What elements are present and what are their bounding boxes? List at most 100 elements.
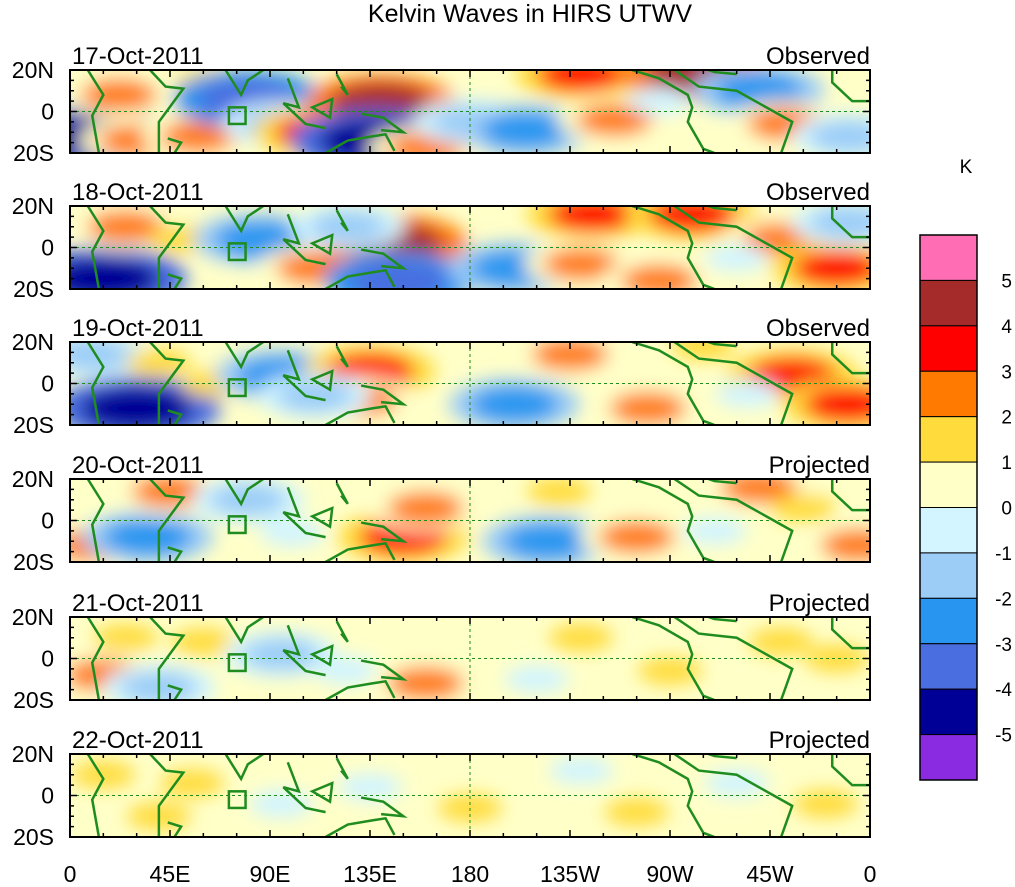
panel-status-label: Projected <box>769 727 870 754</box>
africa-coast <box>86 70 105 153</box>
south-america-north-coast <box>673 754 794 837</box>
lat-tick-label: 20N <box>12 329 54 355</box>
colorbar-swatch <box>919 416 978 463</box>
lat-tick-label: 20S <box>13 687 54 713</box>
americas-west-coast <box>631 342 715 425</box>
madagascar <box>167 137 184 153</box>
colorbar: 5 4 3 2 1 0 -1 -2 -3 -4 -5 K <box>919 157 1012 781</box>
new-guinea <box>360 384 408 406</box>
philippines <box>335 757 349 780</box>
anomaly-blob <box>576 103 653 136</box>
lat-tick-label: 20S <box>13 824 54 850</box>
panel-date-label: 19-Oct-2011 <box>72 315 204 342</box>
colorbar-level-label: 4 <box>1001 317 1012 338</box>
borneo <box>309 506 334 529</box>
anomaly-blob <box>548 206 637 233</box>
caribbean <box>704 206 737 212</box>
anomaly-blob <box>71 760 136 789</box>
borneo <box>309 644 334 667</box>
colorbar-swatch <box>919 234 978 281</box>
india-coast <box>224 70 265 98</box>
new-guinea <box>360 796 408 818</box>
borneo <box>309 97 334 120</box>
colorbar-level-label: 1 <box>1001 453 1012 474</box>
colorbar-swatch <box>919 279 978 327</box>
colorbar-frame <box>919 234 978 781</box>
australia-north <box>324 816 396 837</box>
index-box <box>227 378 247 398</box>
anomaly-blob <box>609 392 686 425</box>
anomaly-blob <box>714 72 803 109</box>
colorbar-level-label: -4 <box>995 680 1012 701</box>
philippines <box>335 482 349 505</box>
anomaly-blob <box>626 87 691 116</box>
anomaly-blob <box>803 386 870 423</box>
india-coast <box>224 206 265 234</box>
anomaly-blob <box>387 667 464 700</box>
india-coast <box>224 617 265 645</box>
panel-2: 20N 0 20S 18-Oct-2011 Observed <box>12 179 871 302</box>
lat-tick-label: 0 <box>41 508 54 534</box>
new-guinea <box>360 659 408 681</box>
anomaly-field <box>70 479 870 562</box>
colorbar-swatch <box>919 597 978 645</box>
panel-4: 20N 0 20S 20-Oct-2011 Projected <box>12 452 871 575</box>
anomaly-blob <box>537 70 626 93</box>
west-africa-coast <box>830 342 870 375</box>
west-africa-coast <box>830 206 870 239</box>
anomaly-blob <box>470 386 559 423</box>
lat-tick-label: 20N <box>12 604 54 630</box>
caribbean <box>704 342 737 348</box>
australia-north <box>324 132 396 153</box>
coastlines <box>86 479 870 562</box>
lon-tick-label: 135E <box>343 861 397 887</box>
sumatra-java <box>282 349 326 402</box>
india-coast <box>224 479 265 507</box>
anomaly-blob <box>70 342 131 371</box>
lat-tick-label: 20N <box>12 466 54 492</box>
colorbar-level-label: -3 <box>995 635 1012 656</box>
colorbar-level-label: -1 <box>995 544 1012 565</box>
anomaly-blob <box>682 516 747 545</box>
anomaly-blob <box>70 256 160 289</box>
lat-tick-label: 0 <box>41 371 54 397</box>
anomaly-blob <box>620 264 697 289</box>
colorbar-level-label: -2 <box>995 589 1012 610</box>
anomaly-blob <box>809 120 870 153</box>
anomaly-blob <box>171 627 236 656</box>
lat-tick-label: 20S <box>13 276 54 302</box>
anomaly-blob <box>93 623 158 652</box>
anomaly-blob <box>87 210 164 243</box>
anomaly-field <box>71 756 858 831</box>
coastlines <box>86 754 870 837</box>
anomaly-blob <box>793 789 858 818</box>
africa-coast <box>86 342 105 425</box>
africa-coast <box>86 617 105 700</box>
borneo <box>309 233 334 256</box>
africa-coast <box>86 754 105 837</box>
sumatra-java <box>282 624 326 677</box>
india-coast <box>224 342 265 370</box>
anomaly-blob <box>503 523 592 560</box>
caribbean <box>704 617 737 623</box>
west-africa-coast <box>830 617 870 650</box>
anomaly-blob <box>504 665 569 694</box>
colorbar-swatch <box>919 370 978 418</box>
lat-tick-label: 0 <box>41 783 54 809</box>
anomaly-blob <box>804 644 869 673</box>
lon-tick-label: 90E <box>250 861 291 887</box>
india-coast <box>224 754 265 782</box>
panel-3: 20N 0 20S 19-Oct-2011 Observed <box>12 315 871 438</box>
anomaly-blob <box>704 243 769 272</box>
lat-tick-label: 0 <box>41 235 54 261</box>
madagascar <box>167 684 184 700</box>
panel-status-label: Observed <box>766 315 870 342</box>
panel-field <box>70 342 870 425</box>
anomaly-blob <box>160 769 225 798</box>
anomaly-blob <box>715 379 780 408</box>
africa-east-coast <box>149 479 186 562</box>
anomaly-blob <box>809 206 870 239</box>
anomaly-blob <box>638 656 702 685</box>
philippines <box>335 620 349 643</box>
